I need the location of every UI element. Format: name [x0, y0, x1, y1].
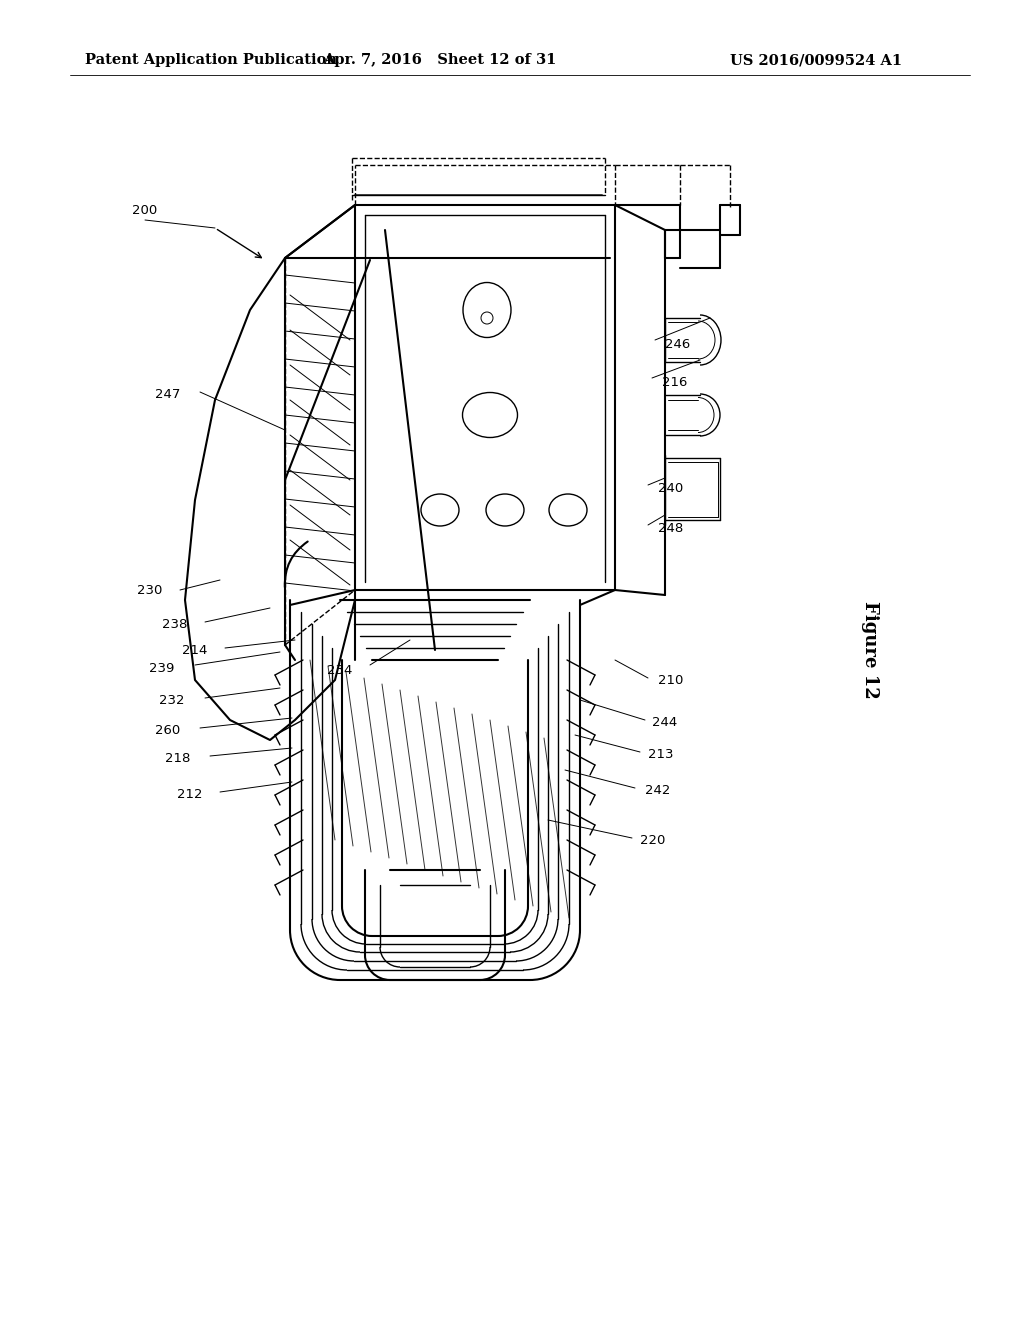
- Text: 238: 238: [163, 619, 187, 631]
- Text: 214: 214: [182, 644, 208, 656]
- Text: 232: 232: [160, 693, 184, 706]
- Text: Figure 12: Figure 12: [861, 601, 879, 698]
- Text: 239: 239: [150, 661, 175, 675]
- Text: 248: 248: [658, 521, 683, 535]
- Text: 220: 220: [640, 833, 666, 846]
- Text: 213: 213: [648, 748, 674, 762]
- Text: 244: 244: [652, 715, 677, 729]
- Text: 218: 218: [165, 751, 190, 764]
- Text: 240: 240: [658, 482, 683, 495]
- Text: 247: 247: [156, 388, 180, 401]
- Text: 234: 234: [328, 664, 352, 676]
- Text: 216: 216: [662, 375, 687, 388]
- Text: US 2016/0099524 A1: US 2016/0099524 A1: [730, 53, 902, 67]
- Text: 210: 210: [658, 673, 683, 686]
- Text: Apr. 7, 2016   Sheet 12 of 31: Apr. 7, 2016 Sheet 12 of 31: [324, 53, 557, 67]
- Text: 230: 230: [137, 583, 163, 597]
- Text: 212: 212: [177, 788, 203, 801]
- Text: Patent Application Publication: Patent Application Publication: [85, 53, 337, 67]
- Text: 200: 200: [132, 203, 158, 216]
- Text: 260: 260: [156, 723, 180, 737]
- Text: 246: 246: [665, 338, 690, 351]
- Text: 242: 242: [645, 784, 671, 796]
